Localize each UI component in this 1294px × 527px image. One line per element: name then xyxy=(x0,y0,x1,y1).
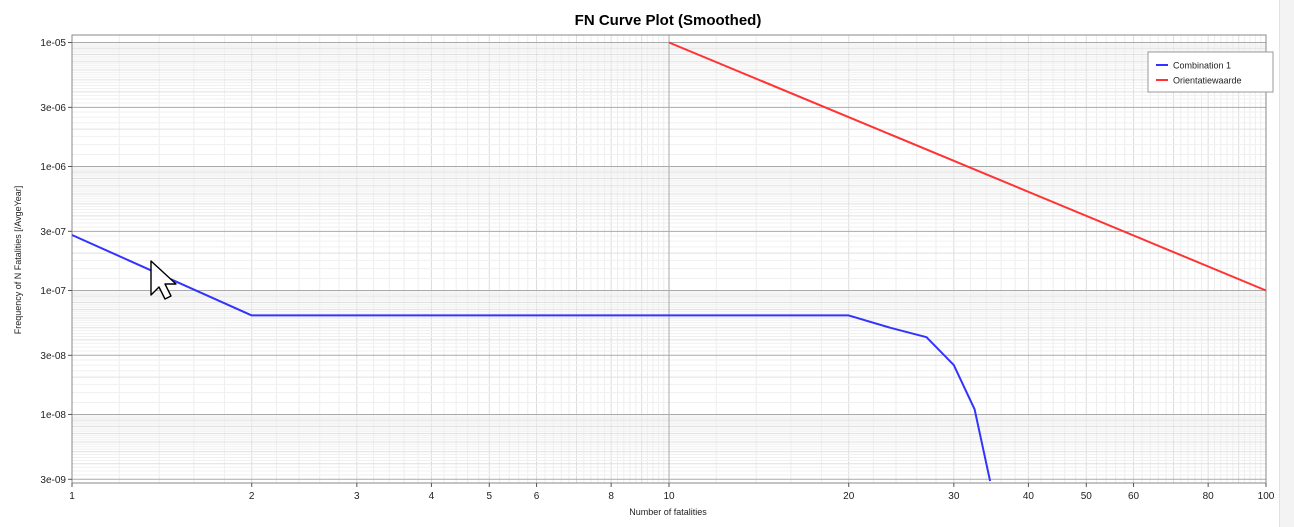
x-tick-label: 4 xyxy=(429,491,435,502)
x-tick-label: 50 xyxy=(1081,491,1093,502)
y-tick-label: 3e-06 xyxy=(40,103,66,114)
x-tick-label: 60 xyxy=(1128,491,1140,502)
x-tick-label: 8 xyxy=(608,491,614,502)
y-tick-label: 3e-07 xyxy=(40,227,66,238)
series-layer xyxy=(71,41,1267,482)
x-tick-label: 100 xyxy=(1258,491,1275,502)
y-tick-label: 3e-09 xyxy=(40,475,66,486)
y-tick-label: 1e-06 xyxy=(40,162,66,173)
series-line-2 xyxy=(668,41,1267,292)
series-line-1 xyxy=(71,234,992,482)
x-tick-label: 30 xyxy=(948,491,960,502)
chart-title: FN Curve Plot (Smoothed) xyxy=(575,12,762,29)
y-axis-label: Frequency of N Fatalities [/AvgeYear] xyxy=(13,186,23,335)
x-tick-label: 20 xyxy=(843,491,855,502)
x-tick-label: 6 xyxy=(534,491,540,502)
x-tick-label: 5 xyxy=(487,491,493,502)
y-tick-label: 1e-05 xyxy=(40,38,66,49)
x-tick-label: 2 xyxy=(249,491,255,502)
x-axis-ticks: 1 2 3 4 5 6 8 10 20 30 40 50 60 80 100 xyxy=(69,483,1275,502)
legend-entry-2: Orientatiewaarde xyxy=(1173,76,1242,86)
x-tick-label: 10 xyxy=(663,491,675,502)
x-tick-label: 3 xyxy=(354,491,360,502)
x-tick-label: 40 xyxy=(1023,491,1035,502)
legend-box xyxy=(1147,51,1274,93)
scrollbar-edge[interactable] xyxy=(1279,0,1294,527)
legend: Combination 1 Orientatiewaarde xyxy=(1147,51,1274,93)
mouse-pointer-icon xyxy=(150,260,177,300)
y-tick-label: 3e-08 xyxy=(40,351,66,362)
x-tick-label: 80 xyxy=(1203,491,1215,502)
y-axis-ticks: 1e-05 3e-06 1e-06 3e-07 1e-07 3e-08 1e-08 3e-09 xyxy=(40,38,72,486)
x-tick-label: 1 xyxy=(69,491,75,502)
y-tick-label: 1e-07 xyxy=(40,286,66,297)
y-tick-label: 1e-08 xyxy=(40,410,66,421)
x-axis-label: Number of fatalities xyxy=(629,507,707,517)
legend-entry-1: Combination 1 xyxy=(1173,61,1231,71)
